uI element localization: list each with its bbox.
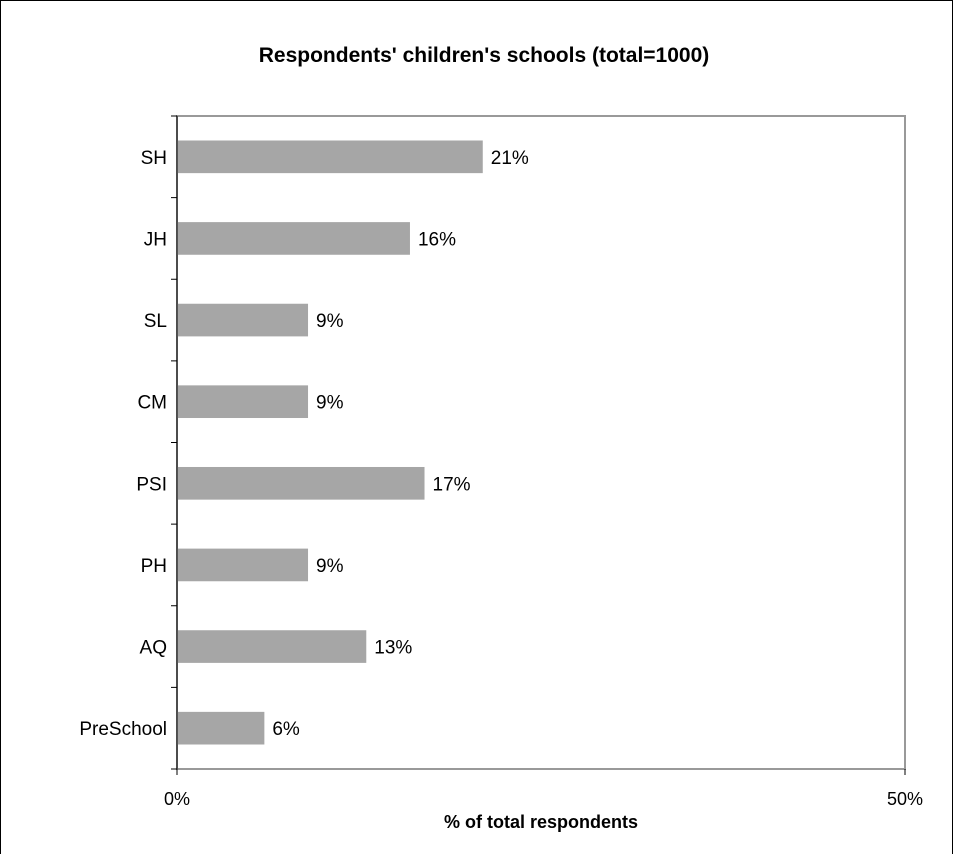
category-label-jh: JH xyxy=(144,229,167,250)
axes-group: SH JH SL CM PSI PH AQ PreSchool 0% 50% xyxy=(79,115,923,809)
bar-jh xyxy=(177,222,410,255)
value-label-psi: 17% xyxy=(433,474,471,495)
bar-preschool xyxy=(177,711,265,745)
bar-cm xyxy=(177,385,309,419)
bars-group: 21% 16% 9% 9% 17% 9% 13% 6% xyxy=(177,140,529,745)
bar-sh xyxy=(177,140,483,174)
category-label-psi: PSI xyxy=(136,474,167,495)
bar-sl xyxy=(177,303,309,337)
x-tick-label: 0% xyxy=(164,789,190,809)
bar-psi xyxy=(177,466,425,500)
x-axis-title: % of total respondents xyxy=(444,812,638,832)
value-label-jh: 16% xyxy=(418,229,456,250)
chart-title: Respondents' children's schools (total=1… xyxy=(259,44,710,67)
bar-aq xyxy=(177,630,367,663)
value-label-cm: 9% xyxy=(316,393,344,414)
value-label-preschool: 6% xyxy=(272,719,300,740)
plot-area xyxy=(176,115,906,770)
category-label-cm: CM xyxy=(137,393,167,414)
value-label-sh: 21% xyxy=(491,148,529,169)
value-label-ph: 9% xyxy=(316,556,344,577)
category-label-aq: AQ xyxy=(140,638,167,659)
category-label-sl: SL xyxy=(144,311,167,332)
x-tick-label: 50% xyxy=(887,789,923,809)
value-label-sl: 9% xyxy=(316,311,344,332)
bar-ph xyxy=(177,548,309,582)
category-label-sh: SH xyxy=(141,148,167,169)
category-label-preschool: PreSchool xyxy=(79,719,167,740)
category-label-ph: PH xyxy=(141,556,167,577)
value-label-aq: 13% xyxy=(374,638,412,659)
